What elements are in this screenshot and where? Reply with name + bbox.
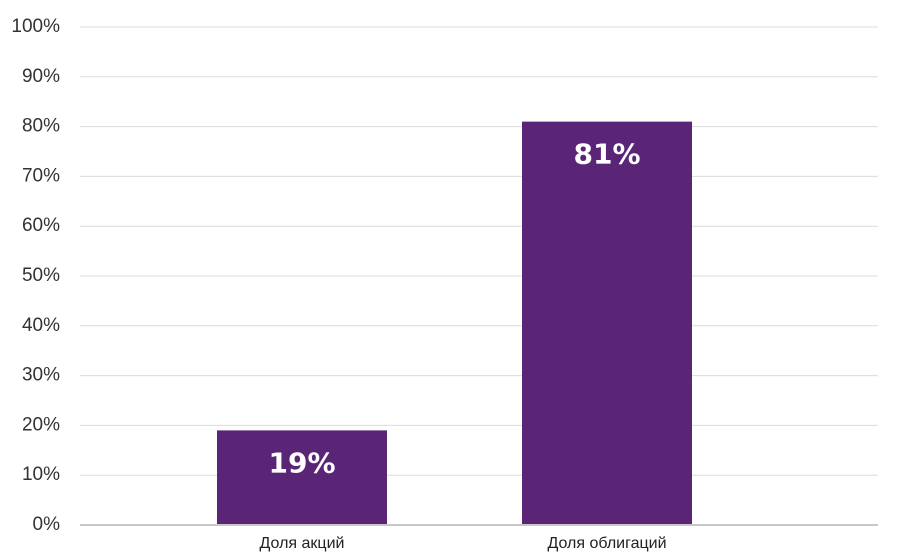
y-tick-label: 90%	[22, 66, 60, 87]
y-tick-label: 60%	[22, 215, 60, 236]
bar-data-label: 81%	[573, 138, 640, 171]
y-tick-label: 80%	[22, 116, 60, 137]
y-tick-label: 50%	[22, 265, 60, 286]
x-axis: Доля акций Доля облигаций	[80, 524, 878, 552]
bar	[522, 121, 692, 526]
bars: 19% 81%	[217, 121, 692, 526]
y-tick-label: 10%	[22, 464, 60, 485]
x-category-label: Доля облигаций	[547, 535, 666, 552]
y-tick-label: 100%	[11, 16, 60, 37]
x-category-label: Доля акций	[260, 535, 345, 552]
y-axis-ticks: 0% 10% 20% 30% 40% 50% 60% 70% 80% 90% 100%	[11, 16, 60, 535]
bar	[217, 430, 387, 525]
y-tick-label: 70%	[22, 165, 60, 186]
y-tick-label: 0%	[33, 514, 61, 535]
y-tick-label: 20%	[22, 414, 60, 435]
bar-data-label: 19%	[268, 446, 335, 479]
y-tick-label: 40%	[22, 315, 60, 336]
y-tick-label: 30%	[22, 365, 60, 386]
gridlines	[80, 26, 878, 476]
